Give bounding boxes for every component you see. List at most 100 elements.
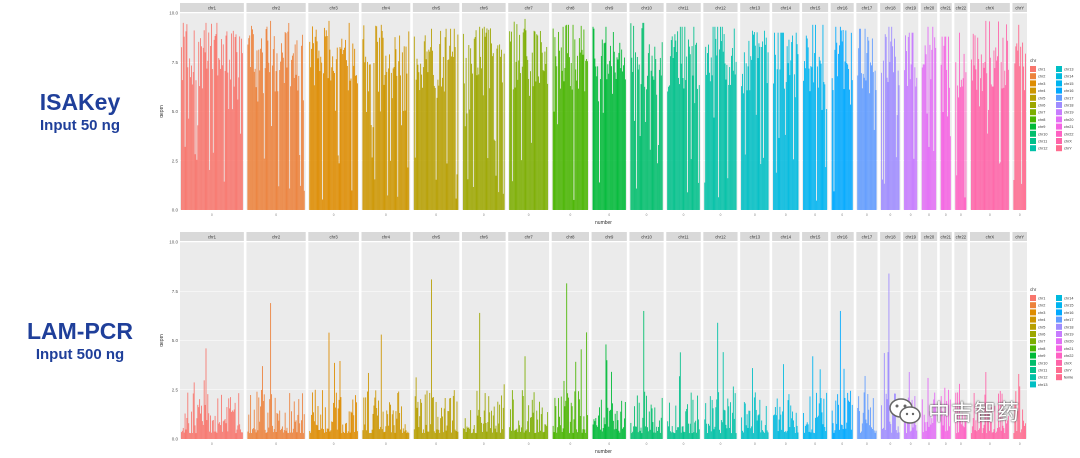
bar: [509, 31, 511, 211]
bar: [515, 61, 517, 210]
bar: [974, 430, 976, 439]
facet-panel-chr2: chr20: [246, 232, 306, 446]
bar: [183, 36, 185, 211]
bar: [316, 41, 318, 210]
bar: [697, 182, 699, 210]
bar: [932, 26, 934, 211]
bar: [403, 431, 405, 439]
bar: [692, 399, 694, 439]
legend-key: [1030, 338, 1036, 345]
facet-strip: [969, 3, 1010, 12]
bar: [217, 398, 219, 439]
bar: [776, 69, 778, 210]
x-tick-label: 0: [569, 213, 571, 217]
isakey-label-block: ISAKey Input 50 ng: [0, 88, 160, 136]
bar: [261, 389, 262, 439]
bar: [994, 68, 996, 211]
legend-key: [1056, 309, 1062, 316]
bar: [812, 356, 814, 439]
bar: [624, 401, 626, 439]
bar: [490, 28, 491, 211]
bar: [350, 78, 352, 211]
bar: [881, 405, 882, 439]
bar: [312, 26, 313, 211]
legend-label: chr22: [1064, 354, 1074, 358]
legend-label: chr14: [1064, 75, 1074, 79]
bar: [473, 38, 475, 210]
bar: [973, 65, 975, 210]
bar: [887, 352, 889, 439]
bar: [679, 352, 681, 439]
y-tick-label: 5.0: [172, 109, 179, 114]
bar: [311, 48, 313, 210]
legend-label: chr2: [1038, 75, 1045, 79]
x-tick-label: 0: [683, 442, 685, 446]
bar: [241, 432, 243, 439]
bar: [719, 433, 721, 439]
bar: [816, 417, 818, 439]
bar: [811, 67, 813, 210]
bar: [222, 44, 224, 211]
bar: [658, 69, 660, 210]
bar: [271, 126, 272, 210]
bar: [793, 74, 795, 210]
bar: [865, 80, 867, 211]
bar: [621, 49, 623, 210]
bar: [428, 431, 430, 439]
bar: [656, 426, 658, 439]
bar: [456, 174, 458, 210]
bar: [930, 424, 932, 439]
bar: [804, 68, 806, 210]
bar: [893, 72, 894, 210]
bar: [462, 428, 464, 439]
bar: [1025, 53, 1026, 210]
bar: [809, 396, 811, 439]
bar: [583, 29, 585, 210]
bar: [273, 36, 275, 210]
bar: [463, 83, 465, 210]
legend-label: chr5: [1038, 96, 1045, 100]
x-tick-label: 0: [435, 213, 437, 217]
facet-strip: [939, 3, 952, 12]
bar: [618, 430, 620, 439]
bar: [726, 428, 728, 439]
bar: [688, 39, 689, 210]
bar: [228, 109, 230, 210]
bar: [438, 85, 440, 210]
facet-strip: [802, 3, 829, 12]
bar: [730, 84, 732, 210]
bar: [731, 412, 733, 439]
bar: [1023, 66, 1025, 210]
bar: [435, 401, 437, 439]
bar: [576, 80, 578, 210]
bar: [977, 402, 979, 439]
bar: [264, 68, 266, 210]
legend-label: femle: [1064, 376, 1073, 380]
bar: [652, 422, 654, 439]
bar: [793, 159, 794, 210]
bar: [291, 59, 292, 210]
bar: [823, 82, 825, 210]
bar: [476, 390, 478, 439]
bar: [516, 24, 518, 210]
bar: [958, 97, 959, 210]
x-tick-label: 0: [814, 442, 816, 446]
bar: [795, 412, 797, 439]
x-tick-label: 0: [275, 442, 277, 446]
facet-strip-label: chr16: [837, 6, 848, 11]
bar: [524, 356, 526, 439]
bar: [982, 428, 984, 439]
bar: [675, 40, 677, 210]
bar: [704, 419, 706, 439]
bar: [285, 33, 287, 210]
bar: [979, 106, 980, 210]
bar: [928, 426, 930, 439]
bar: [281, 426, 283, 439]
bar: [452, 51, 453, 210]
bar: [444, 398, 446, 439]
bar: [386, 71, 388, 210]
bar: [189, 432, 191, 439]
bar: [479, 26, 481, 211]
legend-label: chr4: [1038, 318, 1045, 322]
